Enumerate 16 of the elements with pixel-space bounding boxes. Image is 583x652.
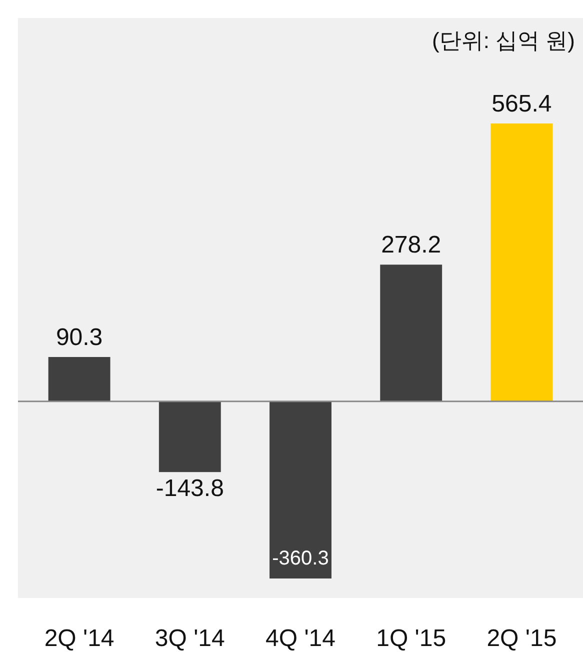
- bar: [380, 264, 442, 402]
- data-label: -143.8: [156, 475, 224, 502]
- bar: [270, 401, 332, 578]
- bar: [490, 123, 553, 402]
- data-label: -360.3: [272, 547, 329, 570]
- x-tick-label: 2Q '14: [44, 625, 114, 652]
- x-tick-label: 4Q '14: [266, 625, 336, 652]
- data-label: 278.2: [381, 232, 442, 259]
- x-tick-label: 3Q '14: [154, 625, 225, 652]
- data-label: 90.3: [56, 324, 103, 352]
- x-tick-label: 1Q '15: [376, 625, 446, 652]
- data-label: 565.4: [492, 90, 552, 118]
- text: (단위: 십억 원): [432, 28, 575, 53]
- bar: [158, 401, 221, 472]
- x-tick-label: 2Q '15: [486, 625, 557, 652]
- bar: [48, 357, 110, 402]
